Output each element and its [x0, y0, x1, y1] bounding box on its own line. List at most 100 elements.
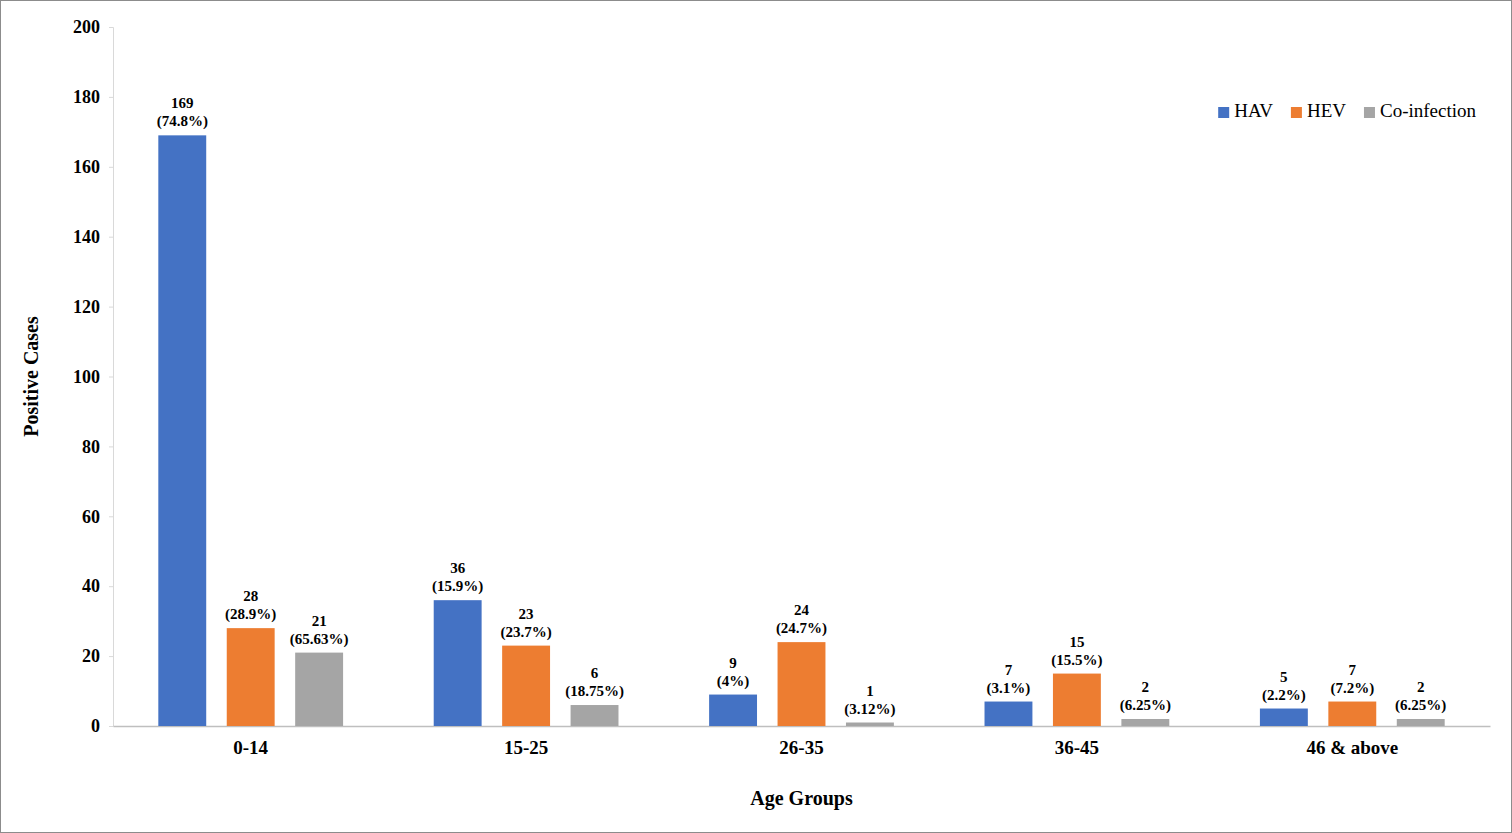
- y-tick-mark: [109, 726, 113, 727]
- data-label: 23: [519, 606, 534, 622]
- data-label: 7: [1005, 662, 1013, 678]
- data-label: 9: [729, 655, 737, 671]
- x-axis-title: Age Groups: [750, 787, 853, 810]
- percent-label: (15.5%): [1051, 652, 1102, 669]
- y-tick-label: 120: [73, 297, 100, 317]
- y-tick-mark: [109, 516, 113, 517]
- y-tick: 100: [73, 367, 113, 387]
- y-tick-mark: [109, 377, 113, 378]
- legend-entry: HEV: [1291, 100, 1346, 121]
- bar: [1260, 709, 1308, 726]
- x-tick: 26-35: [779, 726, 823, 758]
- y-tick: 40: [82, 576, 113, 596]
- y-tick-mark: [109, 586, 113, 587]
- y-tick-label: 200: [73, 17, 100, 37]
- bar: [709, 695, 757, 726]
- percent-label: (15.9%): [432, 578, 483, 595]
- bar: [1121, 719, 1169, 726]
- data-label: 28: [243, 588, 258, 604]
- y-tick: 180: [73, 87, 113, 107]
- data-label: 24: [794, 602, 810, 618]
- y-tick-label: 60: [82, 507, 100, 527]
- y-tick: 80: [82, 437, 113, 457]
- y-tick: 60: [82, 507, 113, 527]
- y-tick: 120: [73, 297, 113, 317]
- y-tick-label: 0: [91, 716, 100, 736]
- x-tick-label: 36-45: [1055, 737, 1099, 758]
- y-tick-label: 40: [82, 576, 100, 596]
- y-tick-label: 180: [73, 87, 100, 107]
- percent-label: (23.7%): [500, 624, 551, 641]
- y-tick-mark: [109, 656, 113, 657]
- x-tick: 46 & above: [1306, 726, 1398, 758]
- chart: 0 20 40 60 80 100 120 140 160 180 200 0-14 15-25 26-3…: [0, 0, 1512, 833]
- y-tick: 0: [91, 716, 113, 736]
- legend-entry: HAV: [1218, 100, 1273, 121]
- legend: HAV HEV Co-infection: [1218, 100, 1476, 121]
- data-label: 2: [1142, 679, 1150, 695]
- x-tick: 0-14: [233, 726, 268, 758]
- bar: [158, 135, 206, 726]
- y-tick-mark: [109, 167, 113, 168]
- y-tick-label: 20: [82, 646, 100, 666]
- x-axis: 0-14 15-25 26-35 36-45 46 & above: [114, 726, 1491, 758]
- bar: [778, 642, 826, 726]
- y-tick: 200: [73, 17, 113, 37]
- bar: [1053, 674, 1101, 726]
- y-tick: 140: [73, 227, 113, 247]
- percent-label: (28.9%): [225, 606, 276, 623]
- y-tick-mark: [109, 97, 113, 98]
- legend-label: HEV: [1307, 100, 1346, 121]
- percent-label: (24.7%): [776, 620, 827, 637]
- data-label: 1: [866, 683, 874, 699]
- y-tick-label: 160: [73, 157, 100, 177]
- y-axis-line: [109, 28, 114, 727]
- x-tick-label: 0-14: [233, 737, 268, 758]
- frame: [1, 1, 1512, 833]
- bars: [158, 135, 1444, 726]
- data-labels: 169 (74.8%) 36 (15.9%) 9 (4%) 7 (3.1%) 5 (2.2%) 28…: [157, 95, 1447, 717]
- percent-label: (65.63%): [290, 631, 349, 648]
- bar: [571, 705, 619, 726]
- legend-label: HAV: [1234, 100, 1273, 121]
- percent-label: (6.25%): [1395, 697, 1446, 714]
- x-tick-label: 46 & above: [1306, 737, 1398, 758]
- percent-label: (3.1%): [987, 680, 1031, 697]
- y-tick-mark: [109, 237, 113, 238]
- percent-label: (2.2%): [1262, 687, 1306, 704]
- data-label: 5: [1280, 669, 1288, 685]
- percent-label: (4%): [717, 673, 750, 690]
- x-tick-label: 26-35: [779, 737, 823, 758]
- y-tick-mark: [109, 446, 113, 447]
- data-label: 2: [1417, 679, 1425, 695]
- bar: [295, 653, 343, 726]
- y-axis: 0 20 40 60 80 100 120 140 160 180 200: [73, 17, 114, 736]
- bar: [434, 600, 482, 726]
- data-label: 36: [450, 560, 466, 576]
- data-label: 7: [1349, 662, 1357, 678]
- plot-area: 0 20 40 60 80 100 120 140 160 180 200 0-14 15-25 26-3…: [73, 17, 1491, 757]
- percent-label: (74.8%): [157, 113, 208, 130]
- y-tick-label: 100: [73, 367, 100, 387]
- percent-label: (18.75%): [565, 683, 624, 700]
- y-tick-mark: [109, 27, 113, 28]
- bar: [502, 646, 550, 726]
- x-tick: 36-45: [1055, 726, 1099, 758]
- data-label: 15: [1069, 634, 1084, 650]
- y-tick-label: 140: [73, 227, 100, 247]
- legend-swatch: [1364, 107, 1375, 118]
- x-tick-label: 15-25: [504, 737, 548, 758]
- legend-swatch: [1218, 107, 1229, 118]
- legend-entry: Co-infection: [1364, 100, 1477, 121]
- percent-label: (7.2%): [1330, 680, 1374, 697]
- y-axis-title: Positive Cases: [20, 316, 42, 437]
- legend-swatch: [1291, 107, 1302, 118]
- bar: [985, 702, 1033, 726]
- y-tick-mark: [109, 307, 113, 308]
- percent-label: (6.25%): [1120, 697, 1171, 714]
- data-label: 169: [171, 95, 194, 111]
- y-tick: 20: [82, 646, 113, 666]
- data-label: 21: [312, 613, 327, 629]
- data-label: 6: [591, 665, 599, 681]
- legend-label: Co-infection: [1380, 100, 1477, 121]
